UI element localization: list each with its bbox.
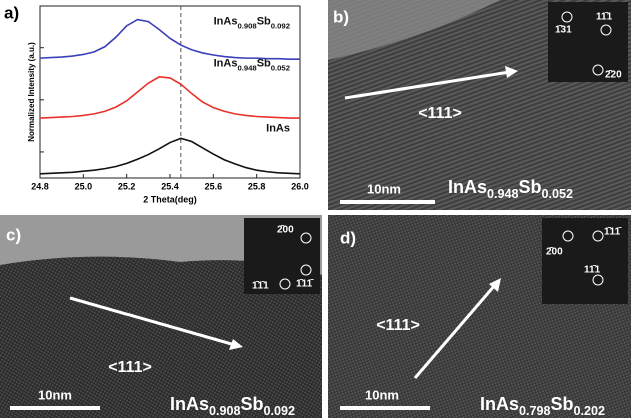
panel-label: b) bbox=[333, 7, 349, 26]
scale-bar bbox=[10, 406, 100, 410]
fft-label: 1̄11̄ bbox=[296, 279, 314, 290]
x-tick-label: 25.0 bbox=[75, 181, 93, 191]
scale-label: 10nm bbox=[367, 181, 401, 196]
direction-label: <111> bbox=[108, 359, 152, 376]
series-line bbox=[40, 77, 300, 118]
panel-c: c) <111> 10nm InAs0.908Sb0.092 2̄00 1̄1̄… bbox=[0, 215, 322, 418]
figure: a) 24.8 25.0 25.2 25.4 25.6 25.8 26.0 2 Theta(d… bbox=[0, 0, 631, 418]
y-axis-label: Normalized Intensity (a.u.) bbox=[27, 42, 36, 142]
panel-a: a) 24.8 25.0 25.2 25.4 25.6 25.8 26.0 2 Theta(d… bbox=[4, 3, 309, 204]
x-tick-label: 25.2 bbox=[118, 181, 136, 191]
x-tick-label: 25.6 bbox=[205, 181, 223, 191]
legend-label: InAs bbox=[266, 122, 290, 134]
x-tick-label: 25.8 bbox=[248, 181, 266, 191]
panel-d: d) <111> 10nm InAs0.798Sb0.202 2̄00 1̄11… bbox=[328, 215, 631, 418]
scale-bar bbox=[340, 406, 430, 410]
fft-label: 1̄1̄1 bbox=[252, 281, 269, 292]
fft-label: 1̄31 bbox=[555, 25, 572, 36]
fft-label: 11̄1 bbox=[584, 265, 601, 276]
fft-label: 2̄00 bbox=[546, 247, 563, 258]
x-tick-label: 24.8 bbox=[31, 181, 49, 191]
fft-label: 11̄1 bbox=[596, 12, 613, 23]
panel-label: d) bbox=[340, 228, 356, 247]
plot-frame bbox=[40, 6, 300, 178]
panel-label: a) bbox=[4, 3, 19, 22]
panel-label: c) bbox=[6, 225, 21, 244]
scale-label: 10nm bbox=[365, 387, 399, 402]
series-line bbox=[40, 138, 300, 173]
direction-label: <111> bbox=[418, 105, 462, 122]
panel-b: b) <111> 10nm InAs0.948Sb0.052 1̄31 11̄1… bbox=[328, 0, 631, 210]
fft-label: 1̄11̄ bbox=[604, 227, 622, 238]
fft-label: 2̄00 bbox=[277, 225, 294, 236]
direction-label: <111> bbox=[376, 317, 420, 334]
legend-label: InAs0.908Sb0.092 bbox=[214, 16, 290, 31]
scale-label: 10nm bbox=[38, 387, 72, 402]
fft-label: 2̄20 bbox=[605, 70, 622, 81]
x-axis-label: 2 Theta(deg) bbox=[143, 194, 197, 204]
x-tick-label: 26.0 bbox=[291, 181, 309, 191]
scale-bar bbox=[340, 200, 435, 204]
x-tick-label: 25.4 bbox=[161, 181, 179, 191]
